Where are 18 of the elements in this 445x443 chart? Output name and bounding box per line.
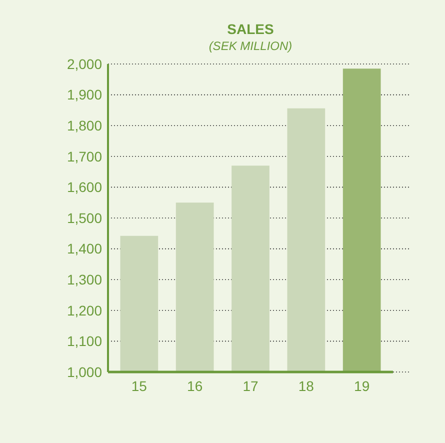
chart-subtitle: (SEK MILLION) xyxy=(208,39,292,53)
y-tick-label: 1,000 xyxy=(66,364,102,380)
y-tick-label: 1,300 xyxy=(66,272,102,288)
y-tick-label: 1,200 xyxy=(66,302,102,318)
chart-title: SALES xyxy=(227,21,274,37)
x-tick-label: 18 xyxy=(298,378,314,394)
x-tick-label: 15 xyxy=(131,378,148,394)
x-tick-label: 19 xyxy=(354,378,370,394)
y-tick-label: 1,400 xyxy=(66,240,102,257)
y-tick-label: 1,800 xyxy=(66,118,102,134)
y-tick-label: 1,900 xyxy=(66,86,102,103)
x-tick-label: 17 xyxy=(242,378,258,394)
y-tick-label: 1,500 xyxy=(66,210,102,226)
y-tick-label: 2,000 xyxy=(66,56,102,72)
x-tick-label: 16 xyxy=(187,378,203,394)
y-tick-label: 1,100 xyxy=(66,333,102,350)
y-tick-label: 1,700 xyxy=(66,148,102,164)
y-tick-label: 1,600 xyxy=(66,179,102,196)
